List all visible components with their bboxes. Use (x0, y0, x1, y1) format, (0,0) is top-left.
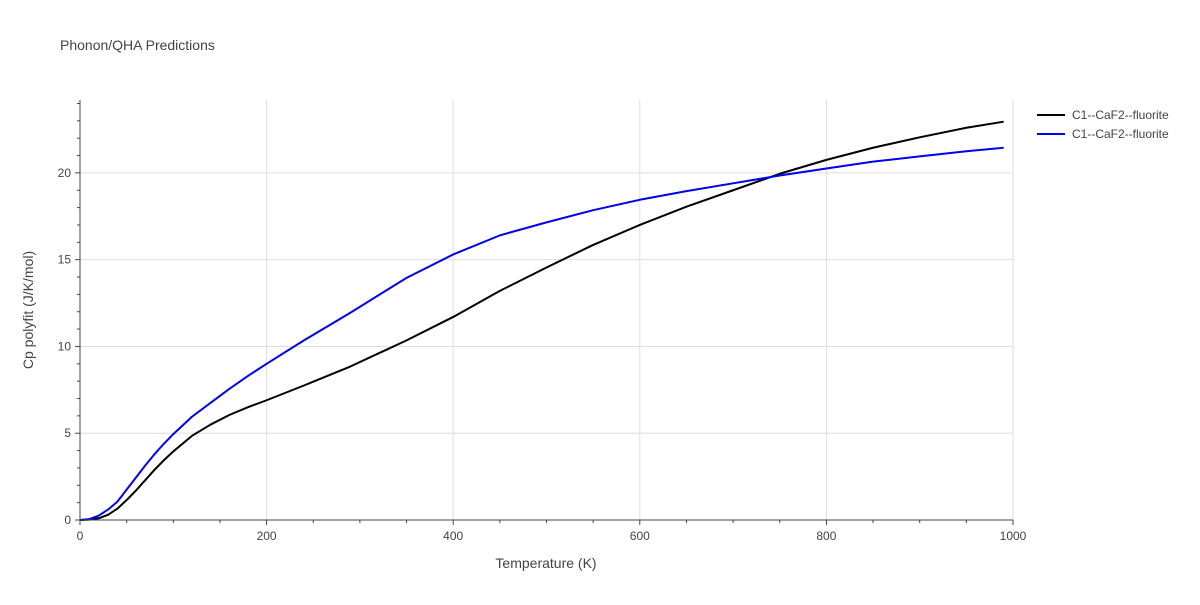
legend-label: C1--CaF2--fluorite (1072, 108, 1169, 122)
chart-title: Phonon/QHA Predictions (60, 37, 215, 53)
y-tick-label: 15 (58, 253, 72, 267)
legend[interactable]: C1--CaF2--fluorite C1--CaF2--fluorite (1037, 108, 1169, 141)
x-axis-title: Temperature (K) (495, 555, 596, 571)
x-tick-label: 0 (77, 529, 84, 543)
axis-layer: 0 200 400 600 800 1000 0 5 10 15 20 (58, 100, 1027, 543)
y-axis-title: Cp polyfit (J/K/mol) (20, 251, 36, 369)
legend-item-1[interactable]: C1--CaF2--fluorite (1037, 108, 1169, 122)
y-tick-label: 5 (64, 426, 71, 440)
y-tick-label: 0 (64, 513, 71, 527)
series-line-1 (79, 120, 1004, 521)
y-tick-label: 10 (58, 339, 72, 353)
series-line-2 (79, 146, 1004, 521)
legend-item-2[interactable]: C1--CaF2--fluorite (1037, 127, 1169, 141)
y-tick-label: 20 (58, 166, 72, 180)
x-tick-label: 200 (257, 529, 277, 543)
x-tick-label: 600 (630, 529, 650, 543)
x-tick-label: 800 (816, 529, 836, 543)
legend-label: C1--CaF2--fluorite (1072, 127, 1169, 141)
series-layer (79, 120, 1004, 521)
x-tick-label: 400 (443, 529, 463, 543)
grid-layer (80, 100, 1014, 520)
x-tick-label: 1000 (1000, 529, 1027, 543)
